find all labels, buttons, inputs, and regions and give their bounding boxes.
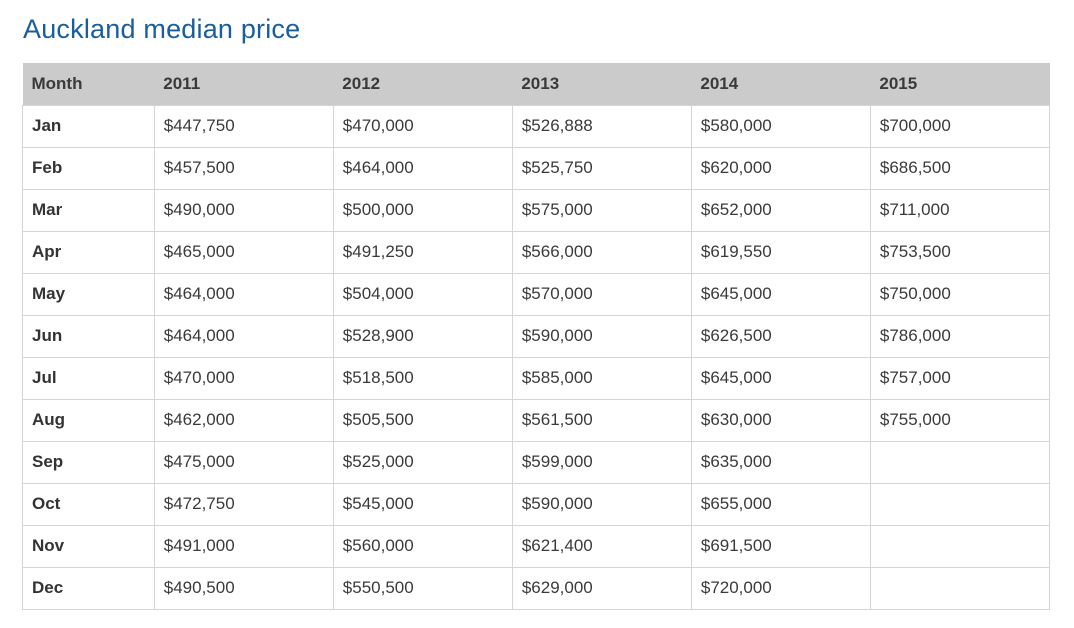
- month-cell: Apr: [22, 230, 155, 274]
- month-cell: Jan: [22, 104, 155, 148]
- price-cell: $590,000: [511, 482, 692, 526]
- price-cell: $500,000: [332, 188, 513, 232]
- price-cell: $626,500: [690, 314, 871, 358]
- price-cell: $504,000: [332, 272, 513, 316]
- price-cell: $560,000: [332, 524, 513, 568]
- month-cell: Jul: [22, 356, 155, 400]
- price-cell: $570,000: [511, 272, 692, 316]
- price-cell: $470,000: [332, 104, 513, 148]
- price-cell: $655,000: [690, 482, 871, 526]
- price-cell: $490,500: [153, 566, 334, 610]
- month-cell: Feb: [22, 146, 155, 190]
- price-cell: $599,000: [511, 440, 692, 484]
- price-cell: $525,000: [332, 440, 513, 484]
- price-cell: $490,000: [153, 188, 334, 232]
- table-row: Apr $465,000 $491,250 $566,000 $619,550 …: [22, 230, 1051, 274]
- price-cell: $630,000: [690, 398, 871, 442]
- table-row: Jan $447,750 $470,000 $526,888 $580,000 …: [22, 104, 1051, 148]
- month-cell: Sep: [22, 440, 155, 484]
- price-cell: $621,400: [511, 524, 692, 568]
- table-row: Aug $462,000 $505,500 $561,500 $630,000 …: [22, 398, 1051, 442]
- price-cell: $750,000: [869, 272, 1051, 316]
- price-cell: $786,000: [869, 314, 1051, 358]
- month-cell: Jun: [22, 314, 155, 358]
- table-row: Sep $475,000 $525,000 $599,000 $635,000: [22, 440, 1051, 484]
- price-cell: [869, 566, 1051, 610]
- median-price-table: Month 2011 2012 2013 2014 2015 Jan $447,…: [22, 63, 1051, 610]
- price-cell: $491,000: [153, 524, 334, 568]
- month-cell: Oct: [22, 482, 155, 526]
- month-cell: Aug: [22, 398, 155, 442]
- price-cell: $465,000: [153, 230, 334, 274]
- header-2013: 2013: [512, 63, 692, 105]
- price-cell: $464,000: [332, 146, 513, 190]
- price-cell: $700,000: [869, 104, 1051, 148]
- price-cell: $585,000: [511, 356, 692, 400]
- table-row: May $464,000 $504,000 $570,000 $645,000 …: [22, 272, 1051, 316]
- price-cell: $686,500: [869, 146, 1051, 190]
- price-cell: $447,750: [153, 104, 334, 148]
- price-cell: $645,000: [690, 356, 871, 400]
- header-2012: 2012: [333, 63, 513, 105]
- price-cell: $566,000: [511, 230, 692, 274]
- price-cell: $652,000: [690, 188, 871, 232]
- table-row: Nov $491,000 $560,000 $621,400 $691,500: [22, 524, 1051, 568]
- price-cell: $462,000: [153, 398, 334, 442]
- price-cell: $464,000: [153, 314, 334, 358]
- price-cell: $720,000: [690, 566, 871, 610]
- month-cell: Mar: [22, 188, 155, 232]
- table-row: Oct $472,750 $545,000 $590,000 $655,000: [22, 482, 1051, 526]
- price-cell: $620,000: [690, 146, 871, 190]
- month-cell: Nov: [22, 524, 155, 568]
- header-row: Month 2011 2012 2013 2014 2015: [22, 63, 1050, 105]
- price-cell: [869, 440, 1051, 484]
- price-cell: $635,000: [690, 440, 871, 484]
- price-cell: [869, 482, 1051, 526]
- price-cell: $457,500: [153, 146, 334, 190]
- price-cell: $711,000: [869, 188, 1051, 232]
- page-title: Auckland median price: [23, 14, 301, 44]
- price-cell: $472,750: [153, 482, 334, 526]
- header-month: Month: [22, 63, 155, 105]
- table-body: Jan $447,750 $470,000 $526,888 $580,000 …: [22, 104, 1051, 610]
- month-cell: Dec: [22, 566, 155, 610]
- header-2011: 2011: [154, 63, 334, 105]
- price-cell: $528,900: [332, 314, 513, 358]
- price-cell: $526,888: [511, 104, 692, 148]
- price-cell: $691,500: [690, 524, 871, 568]
- price-cell: $545,000: [332, 482, 513, 526]
- price-cell: $619,550: [690, 230, 871, 274]
- month-cell: May: [22, 272, 155, 316]
- price-cell: $757,000: [869, 356, 1051, 400]
- table-row: Dec $490,500 $550,500 $629,000 $720,000: [22, 566, 1051, 610]
- header-2014: 2014: [691, 63, 871, 105]
- price-cell: [869, 524, 1051, 568]
- price-cell: $525,750: [511, 146, 692, 190]
- price-cell: $590,000: [511, 314, 692, 358]
- price-cell: $491,250: [332, 230, 513, 274]
- price-cell: $470,000: [153, 356, 334, 400]
- price-cell: $629,000: [511, 566, 692, 610]
- table-row: Mar $490,000 $500,000 $575,000 $652,000 …: [22, 188, 1051, 232]
- price-cell: $575,000: [511, 188, 692, 232]
- table-row: Jul $470,000 $518,500 $585,000 $645,000 …: [22, 356, 1051, 400]
- price-cell: $755,000: [869, 398, 1051, 442]
- price-cell: $561,500: [511, 398, 692, 442]
- table-row: Jun $464,000 $528,900 $590,000 $626,500 …: [22, 314, 1051, 358]
- price-cell: $518,500: [332, 356, 513, 400]
- table-row: Feb $457,500 $464,000 $525,750 $620,000 …: [22, 146, 1051, 190]
- price-cell: $550,500: [332, 566, 513, 610]
- table-header: Month 2011 2012 2013 2014 2015: [22, 63, 1050, 105]
- header-2015: 2015: [870, 63, 1050, 105]
- price-cell: $475,000: [153, 440, 334, 484]
- price-cell: $645,000: [690, 272, 871, 316]
- price-cell: $505,500: [332, 398, 513, 442]
- price-cell: $580,000: [690, 104, 871, 148]
- price-cell: $753,500: [869, 230, 1051, 274]
- price-cell: $464,000: [153, 272, 334, 316]
